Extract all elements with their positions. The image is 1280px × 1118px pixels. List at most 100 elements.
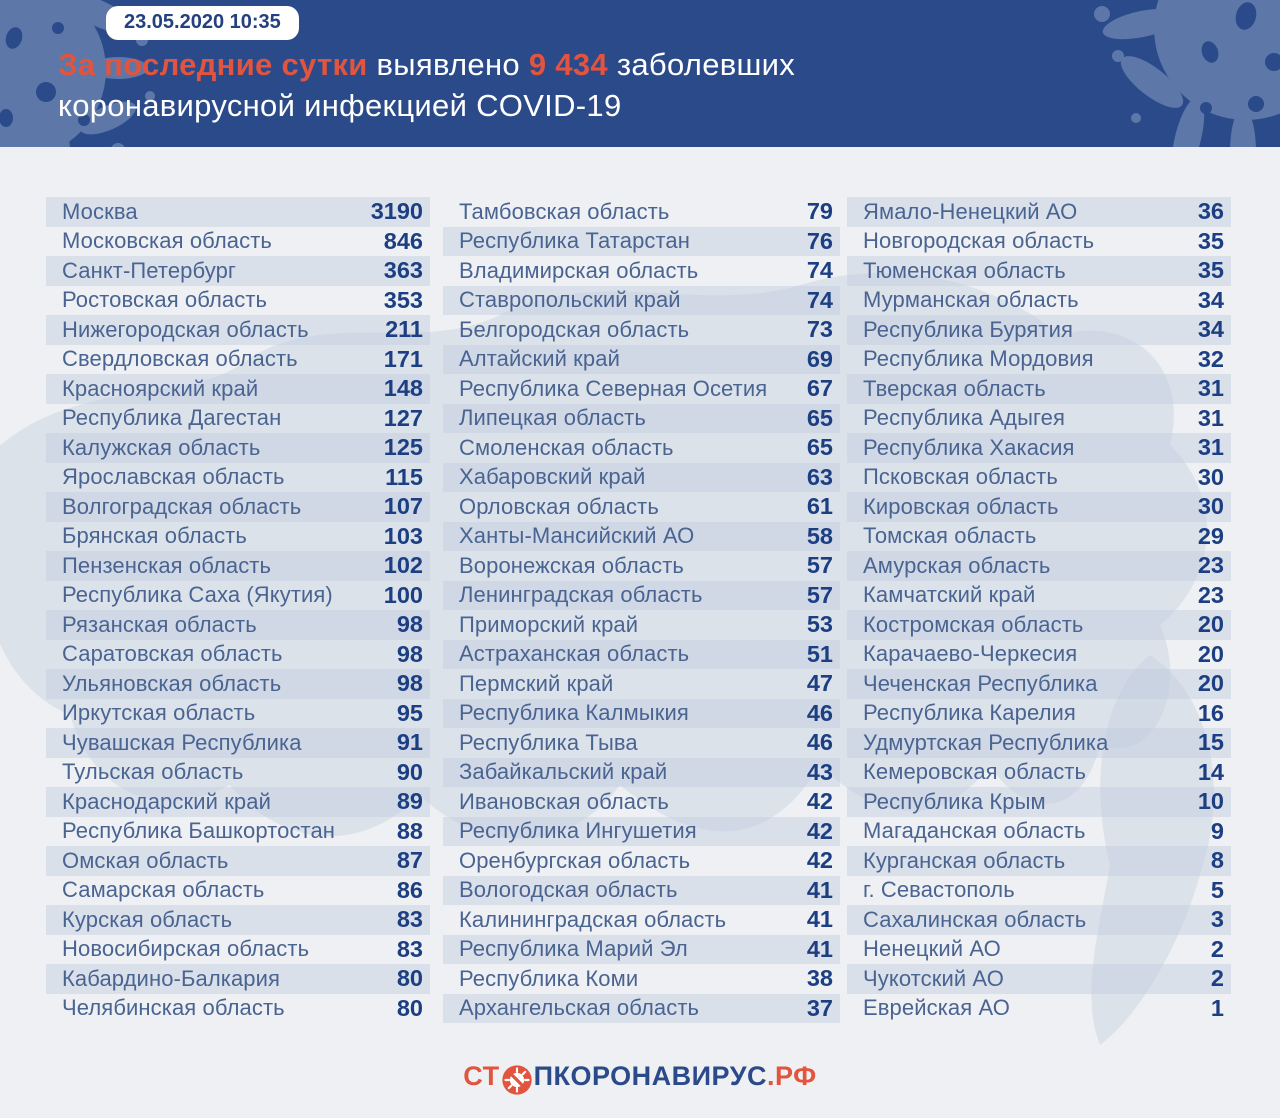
region-row: Республика Коми 38 [443,964,840,994]
region-value: 63 [806,463,833,490]
region-name: Калининградская область [459,906,727,932]
region-name: Рязанская область [62,611,257,637]
region-row: Республика Татарстан 76 [443,226,840,256]
region-name: Приморский край [459,611,639,637]
no-virus-icon [501,1065,532,1095]
region-value: 846 [383,227,423,254]
region-name: Орловская область [459,493,659,519]
region-value: 61 [806,493,833,520]
region-row: Республика Мордовия 32 [847,345,1231,375]
region-name: Ульяновская область [62,670,282,696]
region-name: Кировская область [863,493,1059,519]
region-value: 14 [1197,758,1224,785]
regions-column-2: Тамбовская область 79 Республика Татарстан… [443,197,840,1023]
region-value: 29 [1197,522,1224,549]
region-name: Кемеровская область [863,759,1087,785]
region-name: Ханты-Мансийский АО [459,523,695,549]
region-value: 47 [806,670,833,697]
region-name: Краснодарский край [62,788,271,814]
region-row: Кемеровская область 14 [847,758,1231,788]
region-value: 36 [1197,198,1224,225]
region-value: 34 [1197,286,1224,313]
region-name: Чеченская Республика [863,670,1098,696]
region-value: 46 [806,699,833,726]
title-accent-count: 9 434 [528,47,608,82]
region-name: Алтайский край [459,346,620,372]
region-row: Магаданская область 9 [847,817,1231,847]
region-name: Вологодская область [459,877,678,903]
region-name: Ростовская область [62,287,268,313]
region-row: Ставропольский край 74 [443,285,840,315]
region-name: Сахалинская область [863,906,1087,932]
region-name: Волгоградская область [62,493,302,519]
region-row: Республика Адыгея 31 [847,404,1231,434]
region-row: Ленинградская область 57 [443,580,840,610]
region-value: 80 [396,965,423,992]
region-row: Брянская область 103 [46,522,430,552]
region-value: 2 [1210,935,1224,962]
region-value: 100 [383,581,423,608]
region-name: Архангельская область [459,995,700,1021]
region-row: Карачаево-Черкесия 20 [847,640,1231,670]
region-value: 10 [1197,788,1224,815]
region-name: Калужская область [62,434,261,460]
region-value: 83 [396,935,423,962]
region-value: 38 [806,965,833,992]
region-value: 42 [806,817,833,844]
region-row: Свердловская область 171 [46,345,430,375]
region-row: Республика Калмыкия 46 [443,698,840,728]
virus-splat-icon [0,0,1280,147]
region-value: 16 [1197,699,1224,726]
region-name: Москва [62,198,138,224]
region-value: 30 [1197,493,1224,520]
region-name: Ярославская область [62,464,285,490]
region-value: 69 [806,345,833,372]
region-name: Тульская область [62,759,244,785]
region-name: Ямало-Ненецкий АО [863,198,1078,224]
region-name: Красноярский край [62,375,259,401]
region-name: Ненецкий АО [863,936,1001,962]
region-row: Костромская область 20 [847,610,1231,640]
region-value: 171 [383,345,423,372]
region-name: Тамбовская область [459,198,670,224]
region-value: 2 [1210,965,1224,992]
region-value: 15 [1197,729,1224,756]
region-name: Курская область [62,906,233,932]
region-row: Владимирская область 74 [443,256,840,286]
region-value: 98 [396,670,423,697]
region-name: Оренбургская область [459,847,691,873]
region-name: Костромская область [863,611,1084,637]
region-name: Магаданская область [863,818,1086,844]
region-name: Нижегородская область [62,316,309,342]
region-row: Амурская область 23 [847,551,1231,581]
region-value: 125 [383,434,423,461]
region-row: Республика Северная Осетия 67 [443,374,840,404]
region-name: Саратовская область [62,641,283,667]
region-value: 57 [806,581,833,608]
region-row: Самарская область 86 [46,876,430,906]
region-row: Кировская область 30 [847,492,1231,522]
region-name: Астраханская область [459,641,690,667]
region-row: Республика Саха (Якутия) 100 [46,581,430,611]
region-row: Нижегородская область 211 [46,315,430,345]
region-name: Самарская область [62,877,265,903]
region-value: 107 [383,493,423,520]
region-name: Республика Башкортостан [62,818,336,844]
region-row: Еврейская АО 1 [847,994,1231,1024]
region-name: Республика Крым [863,788,1046,814]
region-row: Орловская область 61 [443,492,840,522]
region-row: Курганская область 8 [847,846,1231,876]
region-row: Чувашская Республика 91 [46,728,430,758]
region-value: 65 [806,404,833,431]
logo-domain: .РФ [767,1060,817,1091]
region-value: 34 [1197,316,1224,343]
region-row: Республика Ингушетия 42 [443,816,840,846]
region-value: 86 [396,876,423,903]
region-name: Владимирская область [459,257,699,283]
region-name: Белгородская область [459,316,690,342]
region-value: 3190 [370,198,423,225]
region-row: Новгородская область 35 [847,227,1231,257]
region-row: Томская область 29 [847,522,1231,552]
title-plain-2: заболевших [607,47,796,82]
